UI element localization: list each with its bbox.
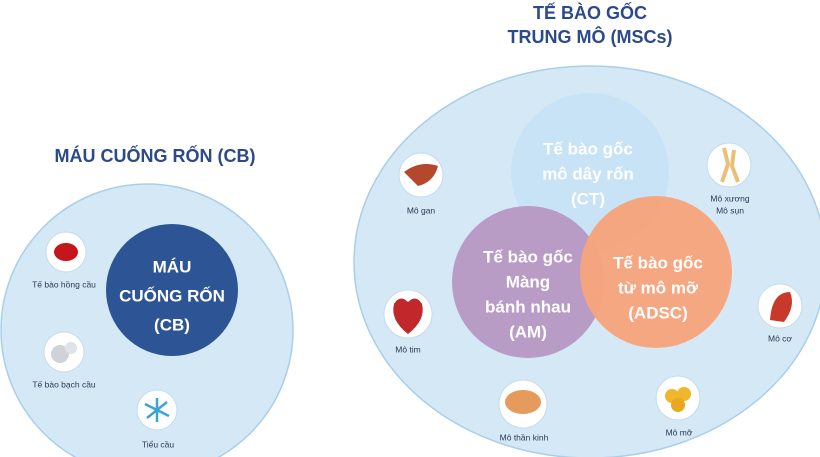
adsc-circle (580, 196, 732, 348)
icon (65, 342, 77, 354)
icon (404, 164, 438, 186)
cb-center-label: MÁU (153, 257, 192, 276)
item-label: Mô thần kinh (500, 432, 549, 442)
item-label: Tế bào bạch cầu (32, 379, 96, 389)
adsc-label: từ mô mỡ (618, 278, 699, 297)
icon (51, 345, 69, 363)
ct-label: (CT) (571, 189, 605, 208)
msc-title: TẾ BÀO GỐC (533, 2, 647, 23)
item-label: Tiểu cầu (142, 439, 175, 449)
icon (144, 398, 170, 422)
item-label: Mô gan (407, 205, 436, 215)
icon (720, 147, 740, 183)
ct-label: mô dây rốn (542, 164, 634, 183)
am-label: Màng (506, 272, 550, 291)
icon (54, 243, 78, 261)
adsc-label: (ADSC) (628, 303, 688, 322)
icon (505, 390, 541, 414)
icon (770, 292, 792, 322)
cb-center-label: (CB) (154, 315, 190, 334)
item-label: Mô mỡ (666, 427, 693, 437)
item-label: Mô sụn (716, 205, 744, 215)
cb-center (106, 224, 238, 356)
cb-title: MÁU CUỐNG RỐN (CB) (55, 145, 256, 166)
icon (671, 398, 685, 412)
item-label: Mô cơ (768, 333, 792, 343)
item-label: Tế bào hồng cầu (32, 279, 96, 289)
ct-label: Tế bào gốc (543, 139, 633, 158)
am-label: (AM) (509, 322, 547, 341)
icon (393, 298, 423, 334)
am-label: Tế bào gốc (483, 247, 573, 266)
adsc-label: Tế bào gốc (613, 253, 703, 272)
item-label: Mô xương (710, 193, 749, 203)
am-label: bánh nhau (485, 297, 571, 316)
cb-center-label: CUỐNG RỐN (119, 285, 225, 305)
msc-title: TRUNG MÔ (MSCs) (508, 26, 673, 47)
icon (677, 387, 691, 401)
am-circle (452, 206, 604, 358)
item-label: Mô tim (395, 344, 421, 354)
